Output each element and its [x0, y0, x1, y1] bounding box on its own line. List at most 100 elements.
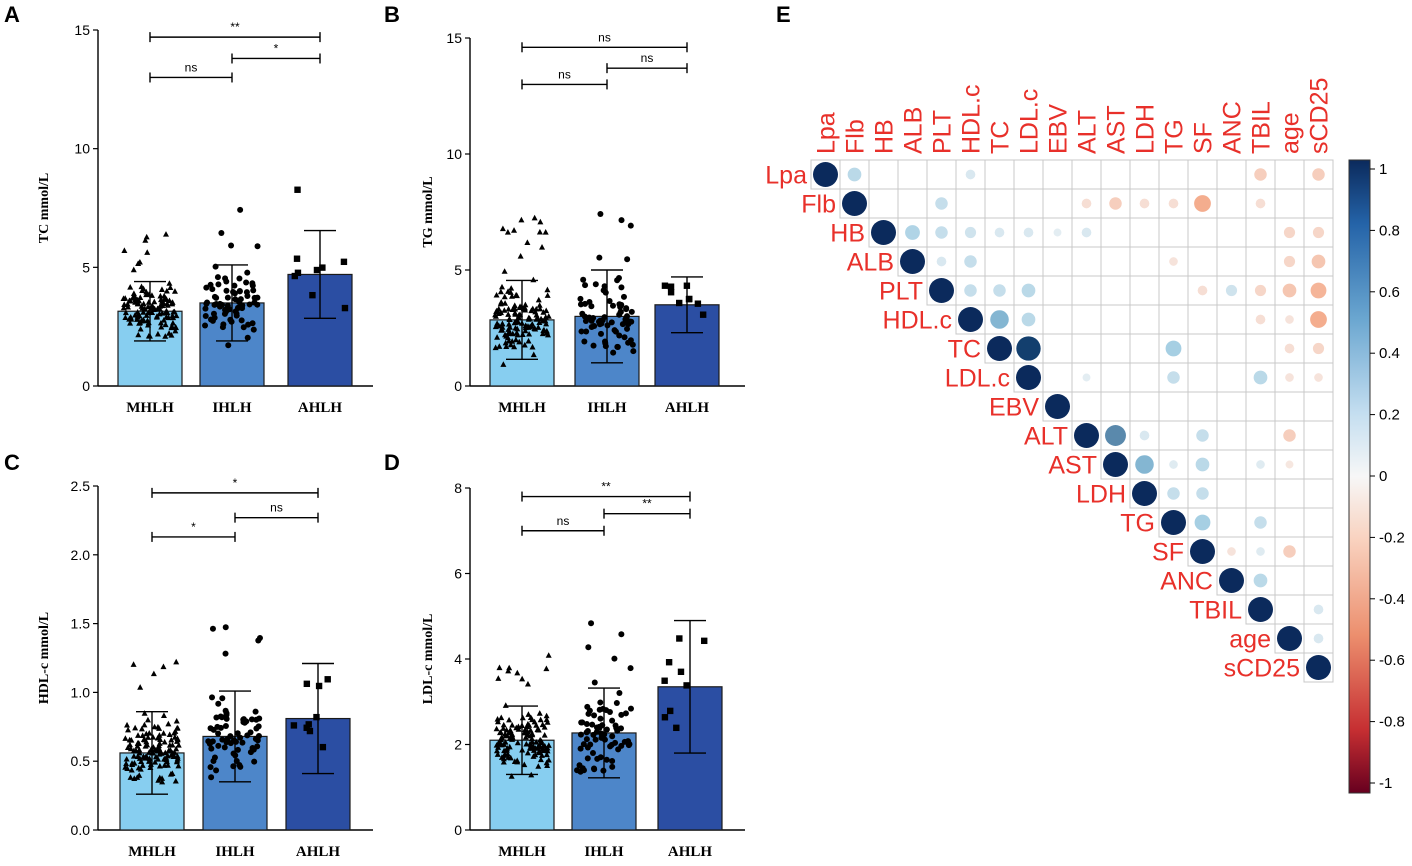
- data-point: [526, 722, 533, 728]
- data-point: [159, 298, 166, 304]
- matrix-cell: [1216, 333, 1247, 364]
- data-point: [535, 726, 542, 733]
- data-point: [142, 753, 149, 760]
- significance-label: *: [274, 41, 279, 55]
- data-point: [529, 321, 536, 327]
- data-point: [224, 735, 231, 742]
- data-point: [661, 714, 669, 721]
- data-point: [237, 206, 244, 213]
- data-point: [169, 312, 176, 319]
- data-point: [122, 314, 129, 321]
- data-point: [159, 778, 166, 785]
- data-point: [577, 745, 584, 752]
- data-point: [135, 331, 142, 338]
- data-point: [239, 739, 246, 746]
- data-point: [603, 726, 610, 733]
- data-point: [132, 747, 139, 754]
- correlation-circle: [990, 310, 1009, 329]
- data-point: [501, 751, 508, 757]
- colorbar-tick-label: -0.4: [1379, 591, 1405, 608]
- data-point: [665, 659, 673, 666]
- data-point: [618, 284, 625, 291]
- data-point: [522, 327, 529, 334]
- data-point: [667, 289, 675, 296]
- data-point: [683, 682, 690, 689]
- data-point: [253, 716, 260, 723]
- category-label: AHLH: [668, 844, 713, 860]
- data-point: [529, 343, 536, 350]
- row-label-flb: Flb: [801, 191, 836, 219]
- matrix-cell: [1274, 507, 1305, 538]
- data-point: [589, 749, 596, 756]
- data-point: [624, 256, 631, 263]
- correlation-circle: [1016, 336, 1041, 361]
- data-point: [124, 303, 131, 310]
- data-point: [616, 332, 623, 339]
- data-point: [493, 725, 500, 732]
- matrix-cell: [1042, 362, 1073, 393]
- matrix-cell: [868, 159, 899, 190]
- data-point: [506, 664, 513, 671]
- matrix-cell: [1129, 159, 1160, 190]
- data-point: [686, 295, 693, 303]
- matrix-cell: [1071, 275, 1102, 306]
- y-tick-label: 10: [74, 141, 90, 157]
- data-point: [173, 658, 180, 665]
- data-point: [160, 712, 167, 718]
- matrix-cell: [1100, 246, 1131, 277]
- panel-d: D 0 2 4 6 8 LDL-c mmol/L MHLH IHLH AHLH ** ** ns: [384, 450, 745, 860]
- data-point: [543, 712, 550, 719]
- data-point: [159, 775, 166, 781]
- data-point: [525, 337, 532, 344]
- row-label-tbil: TBIL: [1189, 597, 1242, 625]
- data-point: [341, 304, 349, 312]
- data-point: [544, 292, 551, 298]
- data-point: [226, 306, 233, 313]
- significance-label: **: [601, 480, 611, 494]
- data-point: [606, 709, 613, 716]
- correlation-circle: [1165, 340, 1182, 357]
- data-point: [499, 320, 506, 327]
- matrix-cell: [1071, 159, 1102, 190]
- data-point: [162, 231, 169, 237]
- data-point: [537, 218, 544, 225]
- matrix-cell: [1129, 333, 1160, 364]
- data-point: [313, 266, 321, 274]
- data-point: [502, 702, 509, 708]
- data-point: [536, 302, 543, 308]
- data-point: [144, 741, 151, 748]
- data-point: [303, 724, 310, 731]
- col-label-anc: ANC: [1219, 101, 1247, 154]
- matrix-cell: [1129, 217, 1160, 248]
- data-point: [162, 749, 169, 756]
- col-label-alt: ALT: [1074, 110, 1102, 154]
- correlation-circle: [935, 197, 948, 210]
- category-label: AHLH: [298, 400, 343, 416]
- data-point: [492, 344, 499, 351]
- data-point: [613, 700, 620, 707]
- data-point: [221, 744, 228, 751]
- data-point: [172, 777, 179, 784]
- row-label-plt: PLT: [879, 278, 923, 306]
- colorbar-tick-label: 0: [1379, 468, 1387, 485]
- data-point: [508, 773, 515, 779]
- matrix-cell: [1013, 159, 1044, 190]
- data-point: [246, 301, 253, 308]
- category-label: IHLH: [587, 400, 627, 416]
- data-point: [213, 767, 220, 774]
- data-point: [165, 720, 172, 727]
- row-label-tc: TC: [948, 336, 981, 364]
- data-point: [303, 680, 311, 688]
- data-point: [249, 282, 256, 289]
- correlation-circle: [1169, 257, 1178, 266]
- matrix-cell: [926, 159, 957, 190]
- data-point: [536, 228, 543, 235]
- data-point: [224, 294, 231, 301]
- data-point: [124, 301, 131, 307]
- row-label-lpa: Lpa: [765, 162, 807, 190]
- correlation-circle: [1194, 514, 1211, 531]
- data-point: [508, 293, 515, 299]
- data-point: [508, 735, 515, 741]
- colorbar-tick-label: -0.2: [1379, 529, 1405, 546]
- data-point: [123, 760, 130, 767]
